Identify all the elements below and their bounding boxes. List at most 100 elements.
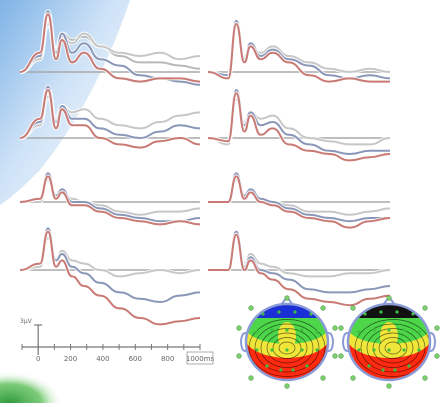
erp-series-line [19,95,201,139]
scale-bar: 3µV 0 200 400 600 800 1000ms [20,318,215,365]
outer-electrode [320,305,326,311]
contour-line [254,323,320,373]
outer-electrode [422,305,428,311]
electrode-dot [270,348,274,352]
topo-center-blob [380,322,398,350]
time-tick-label: 800 [161,355,174,363]
electrode-dot [315,348,319,352]
erp-series-line [208,237,391,278]
erp-panel-bottom-right-2 [208,229,391,308]
erp-series-line [207,172,390,223]
electrode-dot [291,368,295,372]
electrode-dot [407,364,411,368]
electrode-dot [255,348,259,352]
electrode-dot [372,328,376,332]
electrode-dot [293,310,297,314]
outer-electrode [434,325,440,331]
time-tick-label: 200 [64,355,77,363]
topomap-map-2 [338,295,440,389]
topo-center-blob [278,322,296,350]
contour-line [378,337,408,359]
electrode-dot [379,310,383,314]
electrode-dot [357,348,361,352]
electrode-dot [381,368,385,372]
erp-series-line [19,227,201,303]
time-tick-label: 400 [96,355,109,363]
outer-electrode [386,383,392,389]
electrode-dot [285,328,289,332]
erp-series-line [207,98,391,146]
erp-series-line [19,85,201,139]
erp-series-line [207,92,391,162]
outer-electrode [284,295,290,301]
erp-panel-top-right-2 [207,87,391,163]
topomap-fill [348,304,430,380]
erp-series-line [207,26,391,80]
electrode-dot [402,348,406,352]
contour-line [360,323,426,373]
topomap-fill [246,304,328,380]
electrode-dot [417,330,421,334]
contour-line [384,341,402,355]
electrode-dot [315,330,319,334]
electrode-dot [270,328,274,332]
head-outline [346,302,432,382]
amplitude-label: 3µV [20,318,33,325]
erp-series-line [19,175,201,226]
electrode-dot [300,348,304,352]
outer-electrode [338,325,344,331]
outer-electrode [350,375,356,381]
electrode-dot [285,348,289,352]
erp-series-line [208,233,391,307]
erp-series-line [19,89,201,149]
erp-panel-bottom-right-1 [207,171,391,230]
electrode-dot [357,330,361,334]
unit-box [186,351,214,365]
sky-shape [0,0,130,205]
electrode-dot [372,348,376,352]
erp-panel-top-right-1 [207,18,391,84]
series-halo [207,21,390,84]
erp-series-line [19,13,201,83]
erp-series-line [19,23,201,73]
electrode-dot [255,330,259,334]
outer-electrode [236,353,242,359]
outer-electrode [248,305,254,311]
electrode-dot [279,368,283,372]
electrode-dot [417,348,421,352]
electrode-dot [387,348,391,352]
erp-series-line [19,237,201,278]
time-tick-label: 0 [36,355,40,363]
time-tick-label: 600 [129,355,142,363]
erp-series-line [207,23,390,83]
contour-line [354,319,430,377]
outer-electrode [248,375,254,381]
erp-panel-bottom-left-1 [19,171,201,227]
outer-electrode [236,325,242,331]
time-tick-label: 1000ms [186,355,215,363]
erp-panel-top-left-1 [19,9,201,87]
contour-line [248,319,326,377]
outer-electrode [332,353,338,359]
electrode-dot [387,328,391,332]
electrode-dot [402,328,406,332]
outer-electrode [350,305,356,311]
grass-shape [0,350,90,403]
contour-line [278,341,296,355]
electrode-dot [265,364,269,368]
electrode-dot [277,310,281,314]
outer-electrode [434,353,440,359]
contour-line [272,337,302,359]
outer-electrode [332,325,338,331]
erp-panel-bottom-left-2 [19,226,201,327]
electrode-dot [395,310,399,314]
outer-electrode [284,383,290,389]
outer-electrode [320,375,326,381]
outer-electrode [386,295,392,301]
erp-panel-top-left-2 [19,84,201,150]
contour-line [266,332,308,364]
topo-layer-top [246,304,328,318]
